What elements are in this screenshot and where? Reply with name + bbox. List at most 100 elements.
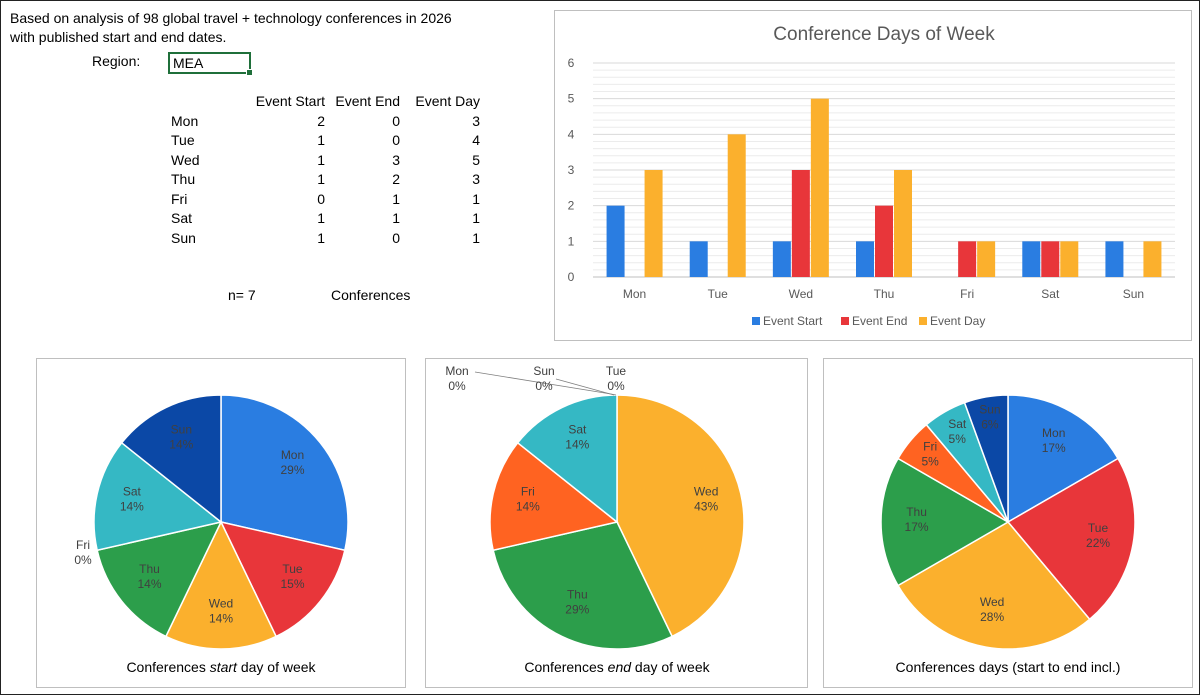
pie-pct-wed: 14% [209,611,233,625]
pie-slice-tue [1006,457,1136,621]
day-count-cell: 3 [472,112,480,129]
region-input-cell[interactable]: MEA [168,52,253,76]
bar-chart-title: Conference Days of Week [773,24,995,45]
bar-event-start-mon [606,205,625,277]
intro-line-1: Based on analysis of 98 global travel + … [10,10,452,26]
bar-event-day-tue [727,134,746,277]
legend-swatch [841,317,849,325]
end-pie-panel[interactable]: Mon 0% Tue 0% Wed 43% Thu 29% Fri 14% Sat 14% Sun 0% C… [425,358,808,688]
end-cell: 1 [392,210,400,227]
pie-pct-thu: 29% [565,602,589,616]
x-tick-label: Wed [789,287,813,301]
y-tick-label: 5 [568,92,575,106]
x-tick-label: Mon [623,287,646,301]
pie-title-part: end [608,659,633,675]
n-value: 7 [247,287,256,303]
bar-event-day-mon [644,170,663,277]
x-tick-label: Fri [960,287,974,301]
pie-pct-thu: 17% [905,520,929,534]
end-cell: 1 [392,190,400,207]
pie-label-tue: Tue [606,364,627,378]
start-cell: 0 [317,190,325,207]
table-row: Tue 1 0 4 [166,131,480,151]
end-cell: 0 [392,229,400,246]
pie-pct-sat: 5% [949,432,967,446]
table-row: Sat 1 1 1 [166,209,480,229]
legend-label: Event Day [930,314,985,328]
days-pie-panel[interactable]: Mon 17% Tue 22% Wed 28% Thu 17% Fri 5% Sat 5% Sun 6% C… [823,358,1193,688]
x-tick-label: Sat [1041,287,1060,301]
pie-label-sun: Sun [533,364,554,378]
pie-title-part: start [210,659,238,675]
pie-label-sat: Sat [948,417,967,431]
pie-pct-mon: 0% [448,379,466,393]
pie-chart-title: Conferences end day of week [524,659,710,675]
pie-slice-fri [489,441,619,552]
intro-text: Based on analysis of 98 global travel + … [10,9,452,47]
pie-title-part: Conferences days (start to end incl.) [896,659,1121,675]
conferences-unit-label: Conferences [331,287,411,303]
pie-label-wed: Wed [980,595,1004,609]
table-row: Fri 0 1 1 [166,189,480,209]
pie-label-tue: Tue [1088,521,1109,535]
pie-slice-thu [96,520,223,638]
legend-swatch [919,317,927,325]
pie-pct-sat: 14% [120,500,144,514]
end-cell: 3 [392,151,400,168]
bar-event-start-tue [689,241,708,277]
bar-event-day-thu [894,170,912,277]
pie-pct-fri: 14% [516,500,540,514]
x-tick-label: Tue [708,287,729,301]
column-header-event-day: Event Day [415,93,480,109]
pie-title-part: Conferences [126,659,209,675]
n-count: n= 7 [228,287,256,303]
bar-event-start-thu [856,241,874,277]
pie-label-mon: Mon [1042,426,1065,440]
intro-line-2: with published start and end dates. [10,29,227,45]
pie-label-thu: Thu [906,505,927,519]
day-cell: Mon [171,112,199,129]
pie-slice-mon [1007,394,1120,524]
pie-slice-tue [219,520,346,638]
pie-slice-wed [896,521,1091,650]
day-cell: Wed [171,151,200,168]
day-count-cell: 5 [472,151,480,168]
pie-pct-tue: 15% [280,577,304,591]
legend-swatch [752,317,760,325]
bar-event-day-wed [810,98,829,278]
pie-slice-sun [963,394,1009,523]
bar-event-start-sat [1022,241,1041,277]
day-cell: Fri [171,190,188,207]
y-tick-label: 1 [568,234,575,248]
x-tick-label: Sun [1123,287,1144,301]
end-cell: 2 [392,171,400,188]
day-cell: Tue [171,132,195,149]
pie-pct-tue: 22% [1086,536,1110,550]
table-row: Wed 1 3 5 [166,150,480,170]
day-count-table: Event Start Event End Event Day Mon 2 0 3 T… [166,91,480,248]
pie-title-part: Conferences [524,659,607,675]
bar-chart-panel[interactable]: Conference Days of Week 0 1 2 3 4 5 6 Mon Tue Wed T… [554,10,1192,341]
pie-chart-title: Conferences days (start to end incl.) [896,659,1121,675]
y-tick-label: 2 [568,199,575,213]
pie-slice-sat [516,394,618,524]
table-header-blank [166,91,233,111]
pie-slice-sat [93,441,223,552]
start-cell: 1 [317,132,325,149]
end-cell: 0 [392,112,400,129]
bar-event-end-wed [791,170,810,277]
day-cell: Thu [171,171,196,188]
pie-label-mon: Mon [445,364,468,378]
pie-label-sun: Sun [171,423,192,437]
day-count-cell: 1 [472,190,480,207]
day-count-cell: 4 [472,132,480,149]
column-header-event-start: Event Start [255,93,325,109]
pie-pct-tue: 0% [607,379,625,393]
leader-line-sun [555,378,615,396]
start-pie-panel[interactable]: Mon 29% Tue 15% Wed 14% Thu 14% Fri 0% Sat 14% Sun 14… [36,358,406,688]
pie-slice-thu [880,457,1010,587]
table-header-row: Event Start Event End Event Day [166,91,480,111]
column-header-event-end: Event End [335,93,400,109]
pie-slice-wed [164,520,278,650]
start-day-pie-chart: Mon29%Tue15%Wed14%Thu14%Fri0%Sat14%Sun14… [74,394,349,675]
